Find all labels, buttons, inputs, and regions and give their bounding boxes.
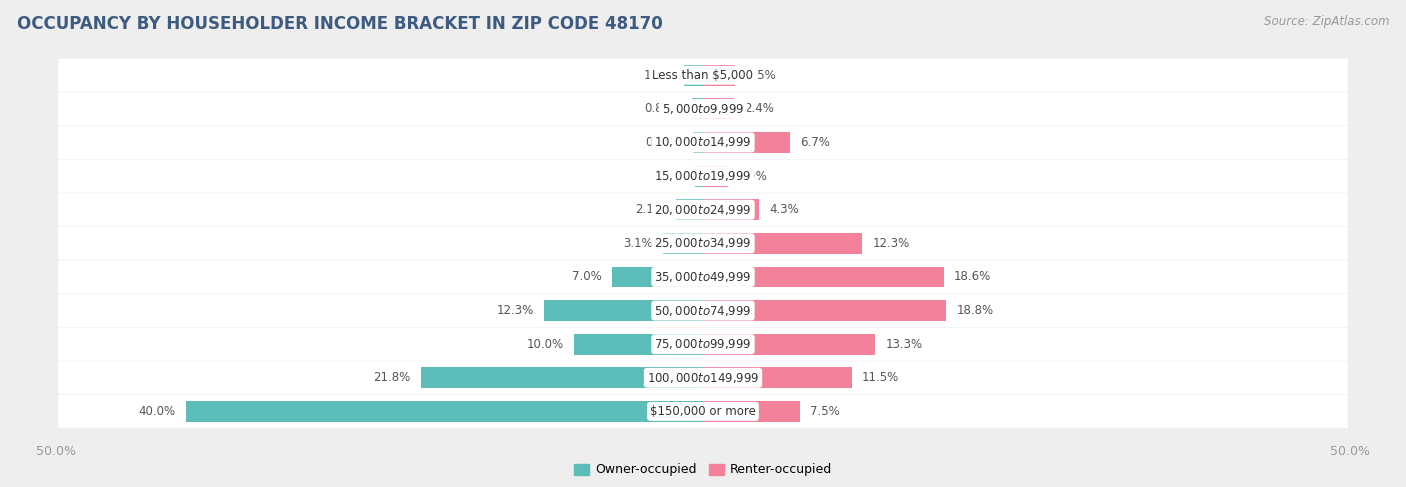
FancyBboxPatch shape xyxy=(58,294,1348,327)
Bar xyxy=(186,401,703,422)
FancyBboxPatch shape xyxy=(58,261,1348,293)
Text: 7.0%: 7.0% xyxy=(572,270,602,283)
FancyBboxPatch shape xyxy=(58,59,1348,92)
FancyBboxPatch shape xyxy=(58,361,1348,394)
Text: $35,000 to $49,999: $35,000 to $49,999 xyxy=(654,270,752,284)
Text: 40.0%: 40.0% xyxy=(138,405,176,418)
Bar xyxy=(703,334,875,355)
Text: Less than $5,000: Less than $5,000 xyxy=(652,69,754,82)
Text: 0.88%: 0.88% xyxy=(644,102,682,115)
Bar xyxy=(703,300,946,321)
Text: $20,000 to $24,999: $20,000 to $24,999 xyxy=(654,203,752,217)
Text: $75,000 to $99,999: $75,000 to $99,999 xyxy=(654,337,752,351)
Text: 2.5%: 2.5% xyxy=(745,69,776,82)
Text: 10.0%: 10.0% xyxy=(526,337,564,351)
Text: $5,000 to $9,999: $5,000 to $9,999 xyxy=(662,102,744,116)
Text: 2.1%: 2.1% xyxy=(636,203,665,216)
FancyBboxPatch shape xyxy=(58,193,1348,226)
Bar xyxy=(703,367,852,388)
Bar xyxy=(703,166,727,187)
Text: 0.6%: 0.6% xyxy=(655,169,685,183)
Bar xyxy=(574,334,703,355)
Bar xyxy=(693,132,703,153)
Text: 1.5%: 1.5% xyxy=(644,69,673,82)
Bar xyxy=(676,199,703,220)
FancyBboxPatch shape xyxy=(58,395,1348,428)
Text: $15,000 to $19,999: $15,000 to $19,999 xyxy=(654,169,752,183)
Text: $50,000 to $74,999: $50,000 to $74,999 xyxy=(654,303,752,318)
Text: 21.8%: 21.8% xyxy=(374,371,411,384)
Text: 7.5%: 7.5% xyxy=(810,405,841,418)
Text: 18.6%: 18.6% xyxy=(953,270,991,283)
FancyBboxPatch shape xyxy=(58,93,1348,125)
Text: Source: ZipAtlas.com: Source: ZipAtlas.com xyxy=(1264,15,1389,28)
Bar xyxy=(420,367,703,388)
Bar xyxy=(683,65,703,86)
Bar xyxy=(662,233,703,254)
FancyBboxPatch shape xyxy=(58,160,1348,192)
Text: 2.4%: 2.4% xyxy=(744,102,775,115)
FancyBboxPatch shape xyxy=(58,126,1348,159)
Text: 4.3%: 4.3% xyxy=(769,203,799,216)
Legend: Owner-occupied, Renter-occupied: Owner-occupied, Renter-occupied xyxy=(568,458,838,482)
FancyBboxPatch shape xyxy=(58,227,1348,260)
Text: 1.9%: 1.9% xyxy=(738,169,768,183)
Text: 12.3%: 12.3% xyxy=(873,237,910,250)
Text: 13.3%: 13.3% xyxy=(886,337,922,351)
Bar xyxy=(703,65,735,86)
Text: 18.8%: 18.8% xyxy=(956,304,994,317)
Bar xyxy=(703,98,734,119)
Bar xyxy=(703,132,790,153)
Bar xyxy=(703,199,759,220)
Bar xyxy=(692,98,703,119)
Bar xyxy=(544,300,703,321)
Bar xyxy=(703,266,943,287)
FancyBboxPatch shape xyxy=(58,328,1348,361)
Text: $25,000 to $34,999: $25,000 to $34,999 xyxy=(654,236,752,250)
Text: $10,000 to $14,999: $10,000 to $14,999 xyxy=(654,135,752,150)
Text: $150,000 or more: $150,000 or more xyxy=(650,405,756,418)
Text: 12.3%: 12.3% xyxy=(496,304,533,317)
Text: OCCUPANCY BY HOUSEHOLDER INCOME BRACKET IN ZIP CODE 48170: OCCUPANCY BY HOUSEHOLDER INCOME BRACKET … xyxy=(17,15,662,33)
Bar xyxy=(703,233,862,254)
Bar xyxy=(703,401,800,422)
Text: 11.5%: 11.5% xyxy=(862,371,900,384)
Bar xyxy=(613,266,703,287)
Text: 0.79%: 0.79% xyxy=(645,136,682,149)
Text: 6.7%: 6.7% xyxy=(800,136,830,149)
Text: 3.1%: 3.1% xyxy=(623,237,652,250)
Text: $100,000 to $149,999: $100,000 to $149,999 xyxy=(647,371,759,385)
Bar xyxy=(695,166,703,187)
